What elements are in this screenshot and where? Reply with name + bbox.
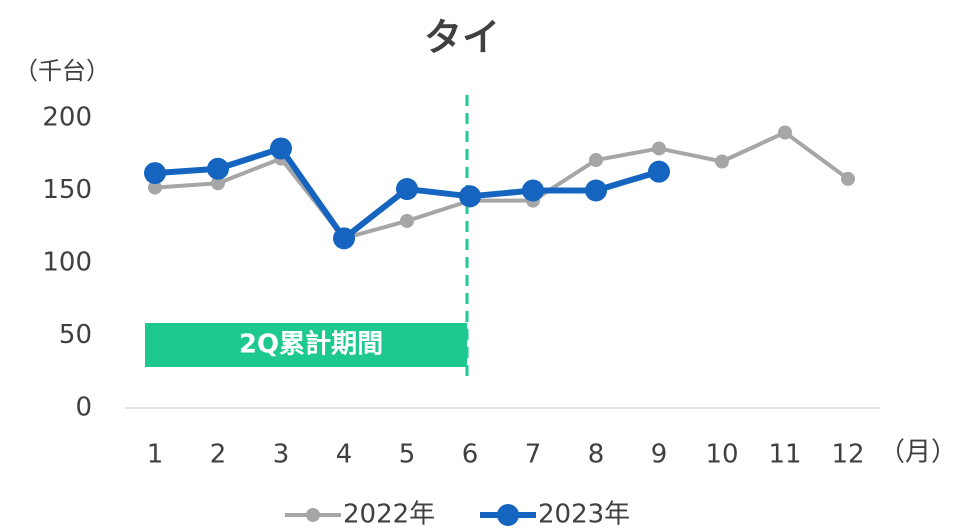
- y-tick-label: 50: [59, 320, 92, 350]
- legend-marker: [306, 508, 320, 522]
- x-tick-label: 11: [768, 440, 801, 470]
- y-tick-label: 200: [42, 103, 92, 133]
- x-tick-label: 4: [336, 440, 353, 470]
- y-tick-label: 150: [42, 175, 92, 205]
- point: [652, 141, 666, 156]
- period-box: [145, 323, 467, 367]
- point: [396, 178, 418, 201]
- point: [270, 137, 292, 160]
- annotation: 2Q累計期間: [239, 329, 383, 360]
- point: [715, 154, 729, 169]
- x-tick-label: 3: [273, 440, 290, 470]
- chart-title: タイ: [424, 16, 500, 60]
- point: [211, 176, 225, 191]
- point: [144, 162, 166, 185]
- legend-label: 2022年: [343, 500, 435, 530]
- point: [522, 179, 544, 202]
- point: [207, 157, 229, 180]
- x-tick-label: 9: [651, 440, 668, 470]
- point: [841, 171, 855, 186]
- y-tick-label: 0: [75, 393, 92, 423]
- point: [400, 213, 414, 228]
- x-tick-label: 12: [831, 440, 864, 470]
- point: [589, 153, 603, 168]
- y-unit: （千台）: [14, 57, 110, 85]
- x-tick-label: 5: [399, 440, 416, 470]
- y-tick-label: 100: [42, 248, 92, 278]
- point: [778, 125, 792, 140]
- x-tick-label: 6: [462, 440, 479, 470]
- x-unit: （月）: [879, 438, 957, 468]
- x-tick-label: 1: [147, 440, 164, 470]
- point: [648, 160, 670, 183]
- x-tick-label: 7: [525, 440, 542, 470]
- point: [333, 227, 355, 250]
- series-line: [154, 130, 850, 241]
- point: [148, 180, 162, 195]
- point: [459, 185, 481, 208]
- x-tick-label: 8: [588, 440, 605, 470]
- legend-label: 2023年: [538, 500, 630, 530]
- point: [585, 179, 607, 202]
- legend-marker: [497, 504, 519, 526]
- x-tick-label: 10: [705, 440, 738, 470]
- x-tick-label: 2: [210, 440, 227, 470]
